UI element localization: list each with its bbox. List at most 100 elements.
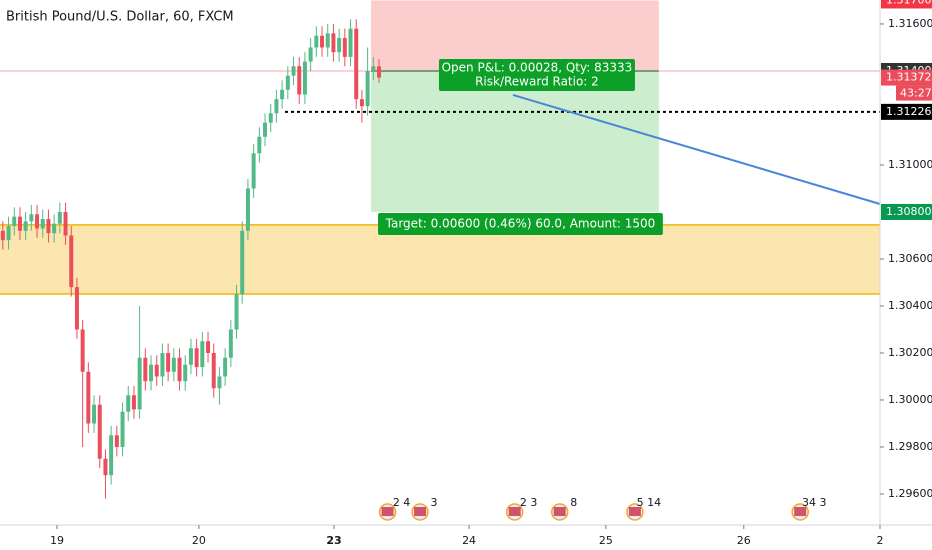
y-tick-label: 1.30000 bbox=[888, 393, 932, 406]
event-label: 8 bbox=[570, 496, 577, 509]
price-badge bbox=[881, 203, 932, 220]
candle-body bbox=[29, 214, 34, 222]
candle-body bbox=[160, 352, 165, 377]
candle-body bbox=[52, 223, 57, 234]
candle-body bbox=[80, 329, 85, 372]
candle-body bbox=[17, 216, 22, 231]
candle-body bbox=[40, 219, 45, 229]
candle-body bbox=[114, 435, 119, 447]
candle-body bbox=[320, 35, 325, 48]
y-tick-label: 1.30200 bbox=[888, 346, 932, 359]
candle-body bbox=[46, 219, 51, 234]
candle-body bbox=[188, 348, 193, 365]
candle-body bbox=[263, 122, 268, 137]
candle-body bbox=[337, 38, 342, 53]
candle-body bbox=[354, 28, 359, 100]
candle-body bbox=[365, 70, 370, 107]
candle-body bbox=[97, 404, 102, 459]
event-flag bbox=[794, 507, 807, 516]
y-tick-label: 1.29600 bbox=[888, 487, 932, 500]
event-label: 3 bbox=[431, 496, 438, 509]
y-tick-label: 1.29800 bbox=[888, 440, 932, 453]
candle-body bbox=[280, 89, 285, 100]
x-tick-label: 25 bbox=[599, 534, 613, 547]
candle-body bbox=[120, 411, 125, 447]
candle-body bbox=[274, 99, 279, 114]
chart-title: British Pound/U.S. Dollar, 60, FXCM bbox=[6, 10, 234, 25]
candle-body bbox=[268, 113, 273, 123]
x-tick-label: 20 bbox=[192, 534, 206, 547]
event-flag bbox=[508, 507, 521, 516]
pnl-box bbox=[438, 58, 635, 91]
event-flag bbox=[628, 507, 641, 516]
candle-body bbox=[69, 235, 74, 288]
candle-body bbox=[206, 341, 211, 353]
candle-body bbox=[109, 435, 114, 476]
candle-body bbox=[211, 352, 216, 389]
price-badge bbox=[881, 103, 932, 120]
candle-body bbox=[57, 211, 62, 224]
y-tick-label: 1.31000 bbox=[888, 158, 932, 171]
candle-body bbox=[297, 66, 302, 95]
event-label: 2 4 bbox=[393, 496, 411, 509]
price-badge-text: 1.31700 bbox=[886, 0, 932, 6]
candle-body bbox=[217, 376, 222, 389]
event-label: 5 14 bbox=[637, 496, 662, 509]
candle-body bbox=[171, 357, 176, 372]
x-tick-label: 26 bbox=[737, 534, 751, 547]
candle-body bbox=[240, 230, 245, 295]
candle-body bbox=[143, 357, 148, 382]
target-box bbox=[378, 212, 663, 235]
candle-body bbox=[12, 216, 17, 227]
candle-body bbox=[183, 364, 188, 382]
candle-body bbox=[131, 395, 136, 410]
x-tick-label: 2 bbox=[877, 534, 884, 547]
price-badge-text: 1.31226 bbox=[886, 105, 932, 118]
y-tick-label: 1.31600 bbox=[888, 17, 932, 30]
candle-body bbox=[177, 357, 182, 382]
candle-body bbox=[291, 66, 296, 76]
candle-body bbox=[92, 404, 97, 424]
candle-body bbox=[325, 33, 330, 48]
event-flag bbox=[381, 507, 394, 516]
target-area bbox=[371, 70, 659, 212]
candle-body bbox=[234, 294, 239, 330]
candle-body bbox=[6, 226, 11, 241]
event-label: 2 3 bbox=[520, 496, 538, 509]
x-tick-label: 23 bbox=[326, 534, 341, 547]
candle-body bbox=[194, 348, 199, 368]
candle-body bbox=[74, 287, 79, 330]
x-tick-label: 19 bbox=[50, 534, 64, 547]
event-label: 34 3 bbox=[802, 496, 827, 509]
price-badge-text: 1.31372 bbox=[886, 71, 932, 84]
price-badge-text: 1.30800 bbox=[886, 205, 932, 218]
candle-body bbox=[285, 75, 290, 90]
candle-body bbox=[63, 211, 68, 236]
candle-body bbox=[126, 395, 131, 412]
candle-body bbox=[348, 28, 353, 57]
candle-body bbox=[149, 364, 154, 382]
y-tick-label: 1.30400 bbox=[888, 299, 932, 312]
x-tick-label: 24 bbox=[462, 534, 476, 547]
candle-body bbox=[314, 35, 319, 48]
candle-body bbox=[251, 153, 256, 189]
candle-body bbox=[359, 99, 364, 107]
candle-body bbox=[308, 47, 313, 62]
candle-body bbox=[223, 357, 228, 377]
candle-body bbox=[137, 357, 142, 410]
countdown-badge bbox=[896, 85, 932, 101]
candle-body bbox=[166, 352, 171, 372]
rr-text: Risk/Reward Ratio: 2 bbox=[475, 74, 599, 88]
price-badge bbox=[881, 0, 932, 9]
candle-body bbox=[228, 329, 233, 358]
candle-body bbox=[331, 33, 336, 53]
candle-body bbox=[103, 458, 108, 476]
trend-line bbox=[512, 93, 881, 205]
candle-body bbox=[302, 61, 307, 95]
plot-area: Open P&L: 0.00028, Qty: 83333Risk/Reward… bbox=[0, 0, 881, 521]
target-text: Target: 0.00600 (0.46%) 60.0, Amount: 15… bbox=[385, 216, 656, 230]
candle-body bbox=[86, 371, 91, 424]
candle-body bbox=[377, 66, 382, 78]
event-flag bbox=[414, 507, 427, 516]
